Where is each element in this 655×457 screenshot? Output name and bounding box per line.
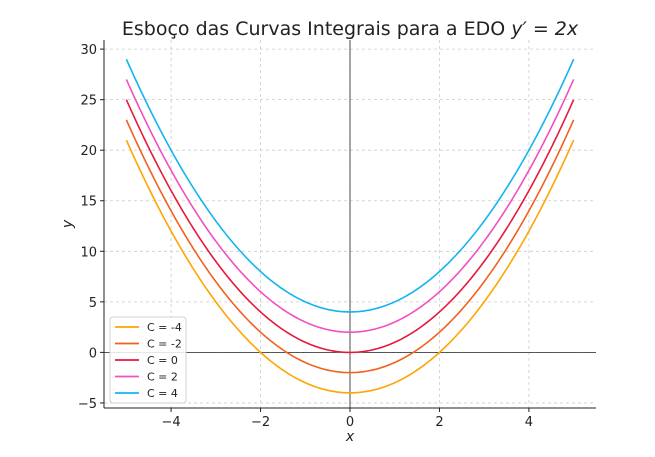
x-axis-label: x: [345, 429, 355, 445]
curves: [125, 58, 575, 394]
y-tick-label: −5: [78, 397, 97, 412]
legend: C = -4 C = -2 C = 0 C = 2 C = 4: [109, 316, 187, 404]
x-tick-label: 0: [346, 415, 354, 430]
x-tick-label: 2: [435, 415, 443, 430]
y-axis-label: y: [60, 219, 76, 229]
y-tick-label: 10: [80, 245, 97, 260]
x-tick-label: −4: [162, 415, 181, 430]
y-tick-label: 0: [89, 346, 97, 361]
curve-line: [125, 139, 575, 394]
y-tick-label: 25: [80, 94, 97, 109]
legend-box: [109, 316, 187, 404]
y-tick-label: 30: [80, 43, 97, 58]
y-tick-label: 5: [89, 296, 97, 311]
y-tick-label: 20: [80, 144, 97, 159]
x-tick-label: 4: [525, 415, 533, 430]
curve-line: [125, 119, 575, 374]
legend-label: C = 4: [147, 387, 178, 400]
legend-label: C = -2: [147, 338, 182, 351]
legend-label: C = 0: [147, 354, 178, 367]
axes: −4 −2 0 2 4 −5 0 5 10 15 20 25 30: [78, 40, 596, 430]
curve-line: [125, 99, 575, 354]
curve-line: [125, 58, 575, 313]
y-tick-label: 15: [80, 195, 97, 210]
curve-line: [125, 79, 575, 333]
chart-title: Esboço das Curvas Integrais para a EDO y…: [122, 18, 579, 40]
x-tick-label: −2: [251, 415, 270, 430]
legend-label: C = -4: [147, 321, 182, 334]
legend-label: C = 2: [147, 371, 178, 384]
